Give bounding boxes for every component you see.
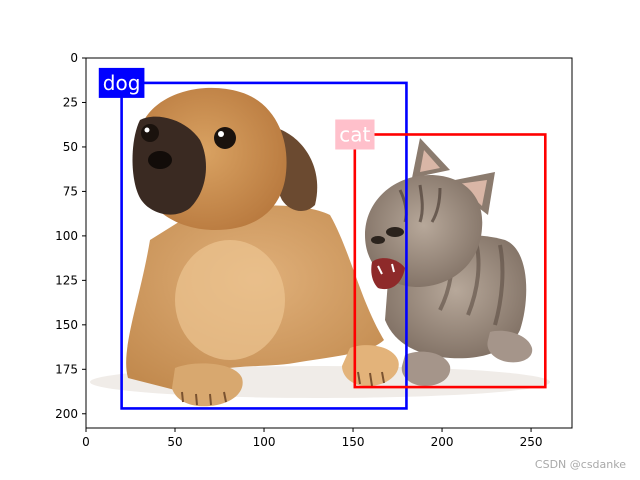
y-tick-label: 0 <box>70 51 78 65</box>
x-tick-label: 100 <box>253 435 276 449</box>
y-tick-label: 125 <box>55 273 78 287</box>
y-tick-label: 200 <box>55 407 78 421</box>
y-axis: 0 25 50 75 100 125 150 175 200 <box>55 51 86 421</box>
axes-frame <box>85 57 573 429</box>
y-tick-label: 150 <box>55 318 78 332</box>
y-tick-label: 25 <box>63 95 78 109</box>
x-tick-label: 250 <box>520 435 543 449</box>
y-tick-label: 100 <box>55 229 78 243</box>
x-tick-label: 0 <box>82 435 90 449</box>
y-tick-label: 175 <box>55 362 78 376</box>
dog-bounding-box <box>120 81 408 410</box>
x-axis: 0 50 100 150 200 250 <box>82 428 543 449</box>
cat-label: cat <box>339 122 370 146</box>
watermark: CSDN @csdanke <box>534 458 626 471</box>
photo <box>86 58 572 428</box>
dog-label-background <box>98 67 145 98</box>
box-labels: dog cat <box>98 67 375 150</box>
cat-label-background <box>335 119 375 150</box>
cat-bounding-box <box>353 133 547 389</box>
x-tick-label: 150 <box>342 435 365 449</box>
x-tick-label: 50 <box>167 435 182 449</box>
y-tick-label: 75 <box>63 184 78 198</box>
puppy-illustration <box>126 87 399 407</box>
bounding-boxes <box>120 81 547 410</box>
dog-label: dog <box>103 71 141 95</box>
y-tick-label: 50 <box>63 140 78 154</box>
x-tick-label: 200 <box>431 435 454 449</box>
kitten-illustration <box>365 138 533 386</box>
